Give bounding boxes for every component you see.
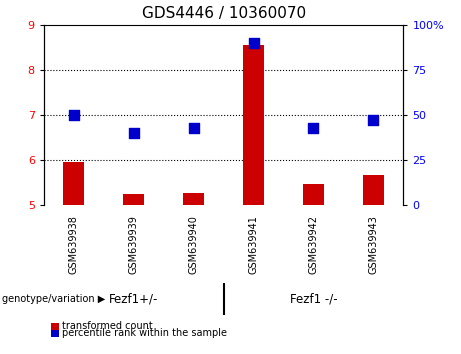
Bar xyxy=(243,45,264,205)
Point xyxy=(250,40,257,46)
Bar xyxy=(303,184,324,205)
Point xyxy=(190,125,197,131)
Bar xyxy=(363,175,384,205)
Bar xyxy=(183,193,204,205)
Text: Fezf1 -/-: Fezf1 -/- xyxy=(290,293,337,306)
Text: GSM639941: GSM639941 xyxy=(248,215,259,274)
Text: GSM639943: GSM639943 xyxy=(368,215,378,274)
Text: GSM639940: GSM639940 xyxy=(189,215,199,274)
Text: GSM639942: GSM639942 xyxy=(308,215,319,274)
Bar xyxy=(123,194,144,205)
Text: genotype/variation ▶: genotype/variation ▶ xyxy=(2,294,106,304)
Bar xyxy=(63,162,84,205)
Text: transformed count: transformed count xyxy=(62,321,153,331)
Text: GSM639939: GSM639939 xyxy=(129,215,139,274)
Title: GDS4446 / 10360070: GDS4446 / 10360070 xyxy=(142,6,306,21)
Text: Fezf1+/-: Fezf1+/- xyxy=(109,293,159,306)
Text: percentile rank within the sample: percentile rank within the sample xyxy=(62,329,227,338)
Point xyxy=(70,112,77,118)
Point xyxy=(370,118,377,123)
Point xyxy=(310,125,317,131)
Point xyxy=(130,130,137,136)
Text: GSM639938: GSM639938 xyxy=(69,215,79,274)
